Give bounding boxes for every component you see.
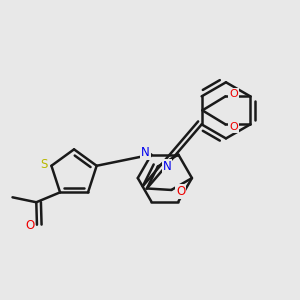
- Text: N: N: [163, 160, 171, 173]
- Text: O: O: [25, 219, 34, 232]
- Text: O: O: [230, 122, 238, 132]
- Text: O: O: [230, 89, 238, 99]
- Text: O: O: [176, 185, 185, 198]
- Text: S: S: [40, 158, 48, 171]
- Text: N: N: [141, 146, 150, 160]
